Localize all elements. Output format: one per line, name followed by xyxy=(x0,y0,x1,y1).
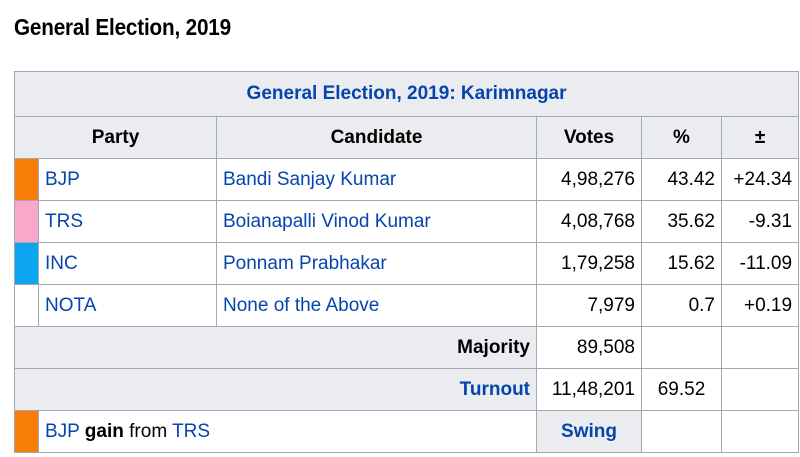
majority-row: Majority 89,508 xyxy=(14,326,800,369)
candidate-link[interactable]: Bandi Sanjay Kumar xyxy=(216,158,537,201)
majority-change-empty xyxy=(720,326,800,369)
turnout-pct: 69.52 xyxy=(641,368,722,411)
table-caption[interactable]: General Election, 2019: Karimnagar xyxy=(13,71,800,117)
votes-cell: 4,08,768 xyxy=(536,200,642,243)
result-gain-word: gain xyxy=(84,420,124,442)
result-row: BJP gain from TRS Swing xyxy=(14,410,800,453)
page-heading: General Election, 2019 xyxy=(14,14,231,40)
party-color-swatch xyxy=(14,242,39,285)
percent-cell: 15.62 xyxy=(641,242,722,285)
header-swing: ± xyxy=(720,116,800,159)
majority-pct-empty xyxy=(641,326,722,369)
candidate-link[interactable]: Ponnam Prabhakar xyxy=(216,242,537,285)
turnout-change-empty xyxy=(720,368,800,411)
party-link[interactable]: NOTA xyxy=(38,284,217,327)
votes-cell: 7,979 xyxy=(536,284,642,327)
swing-label[interactable]: Swing xyxy=(536,410,642,453)
table-row: TRS Boianapalli Vinod Kumar 4,08,768 35.62-… xyxy=(14,200,800,243)
party-link[interactable]: INC xyxy=(38,242,217,285)
party-color-swatch xyxy=(14,200,39,243)
party-color-swatch xyxy=(14,284,39,327)
percent-cell: 43.42 xyxy=(641,158,722,201)
result-text: BJP gain from TRS xyxy=(38,410,537,453)
party-color-swatch xyxy=(14,158,39,201)
change-cell: +24.34 xyxy=(720,158,800,201)
swing-change-empty xyxy=(720,410,800,453)
majority-label: Majority xyxy=(14,326,537,369)
table-row: INC Ponnam Prabhakar 1,79,258 15.62 -11.09 xyxy=(14,242,800,285)
percent-cell: 35.62 xyxy=(641,200,722,243)
header-party: Party xyxy=(14,116,217,159)
table-row: NOTA None of the Above 7,979 0.7 +0.19 xyxy=(14,284,800,327)
votes-cell: 4,98,276 xyxy=(536,158,642,201)
turnout-row: Turnout 11,48,201 69.52 xyxy=(14,368,800,411)
candidate-link[interactable]: None of the Above xyxy=(216,284,537,327)
result-winner-link[interactable]: BJP xyxy=(45,420,80,442)
turnout-votes: 11,48,201 xyxy=(536,368,642,411)
party-link[interactable]: TRS xyxy=(38,200,217,243)
votes-cell: 1,79,258 xyxy=(536,242,642,285)
result-loser-link[interactable]: TRS xyxy=(172,420,211,442)
change-cell: -11.09 xyxy=(720,242,800,285)
election-results-table: General Election, 2019: Karimnagar Party… xyxy=(13,71,800,453)
swing-pct-empty xyxy=(641,410,722,453)
change-cell: +0.19 xyxy=(720,284,800,327)
result-from-word: from xyxy=(129,420,168,442)
header-votes: Votes xyxy=(536,116,642,159)
percent-cell: 0.7 xyxy=(641,284,722,327)
majority-votes: 89,508 xyxy=(536,326,642,369)
header-percent: % xyxy=(641,116,722,159)
header-candidate: Candidate xyxy=(216,116,537,159)
turnout-label[interactable]: Turnout xyxy=(14,368,537,411)
result-color-swatch xyxy=(14,410,39,453)
change-cell: -9.31 xyxy=(720,200,800,243)
party-link[interactable]: BJP xyxy=(38,158,217,201)
table-row: BJP Bandi Sanjay Kumar 4,98,276 43.42 +24.34 xyxy=(14,158,800,201)
candidate-link[interactable]: Boianapalli Vinod Kumar xyxy=(216,200,537,243)
